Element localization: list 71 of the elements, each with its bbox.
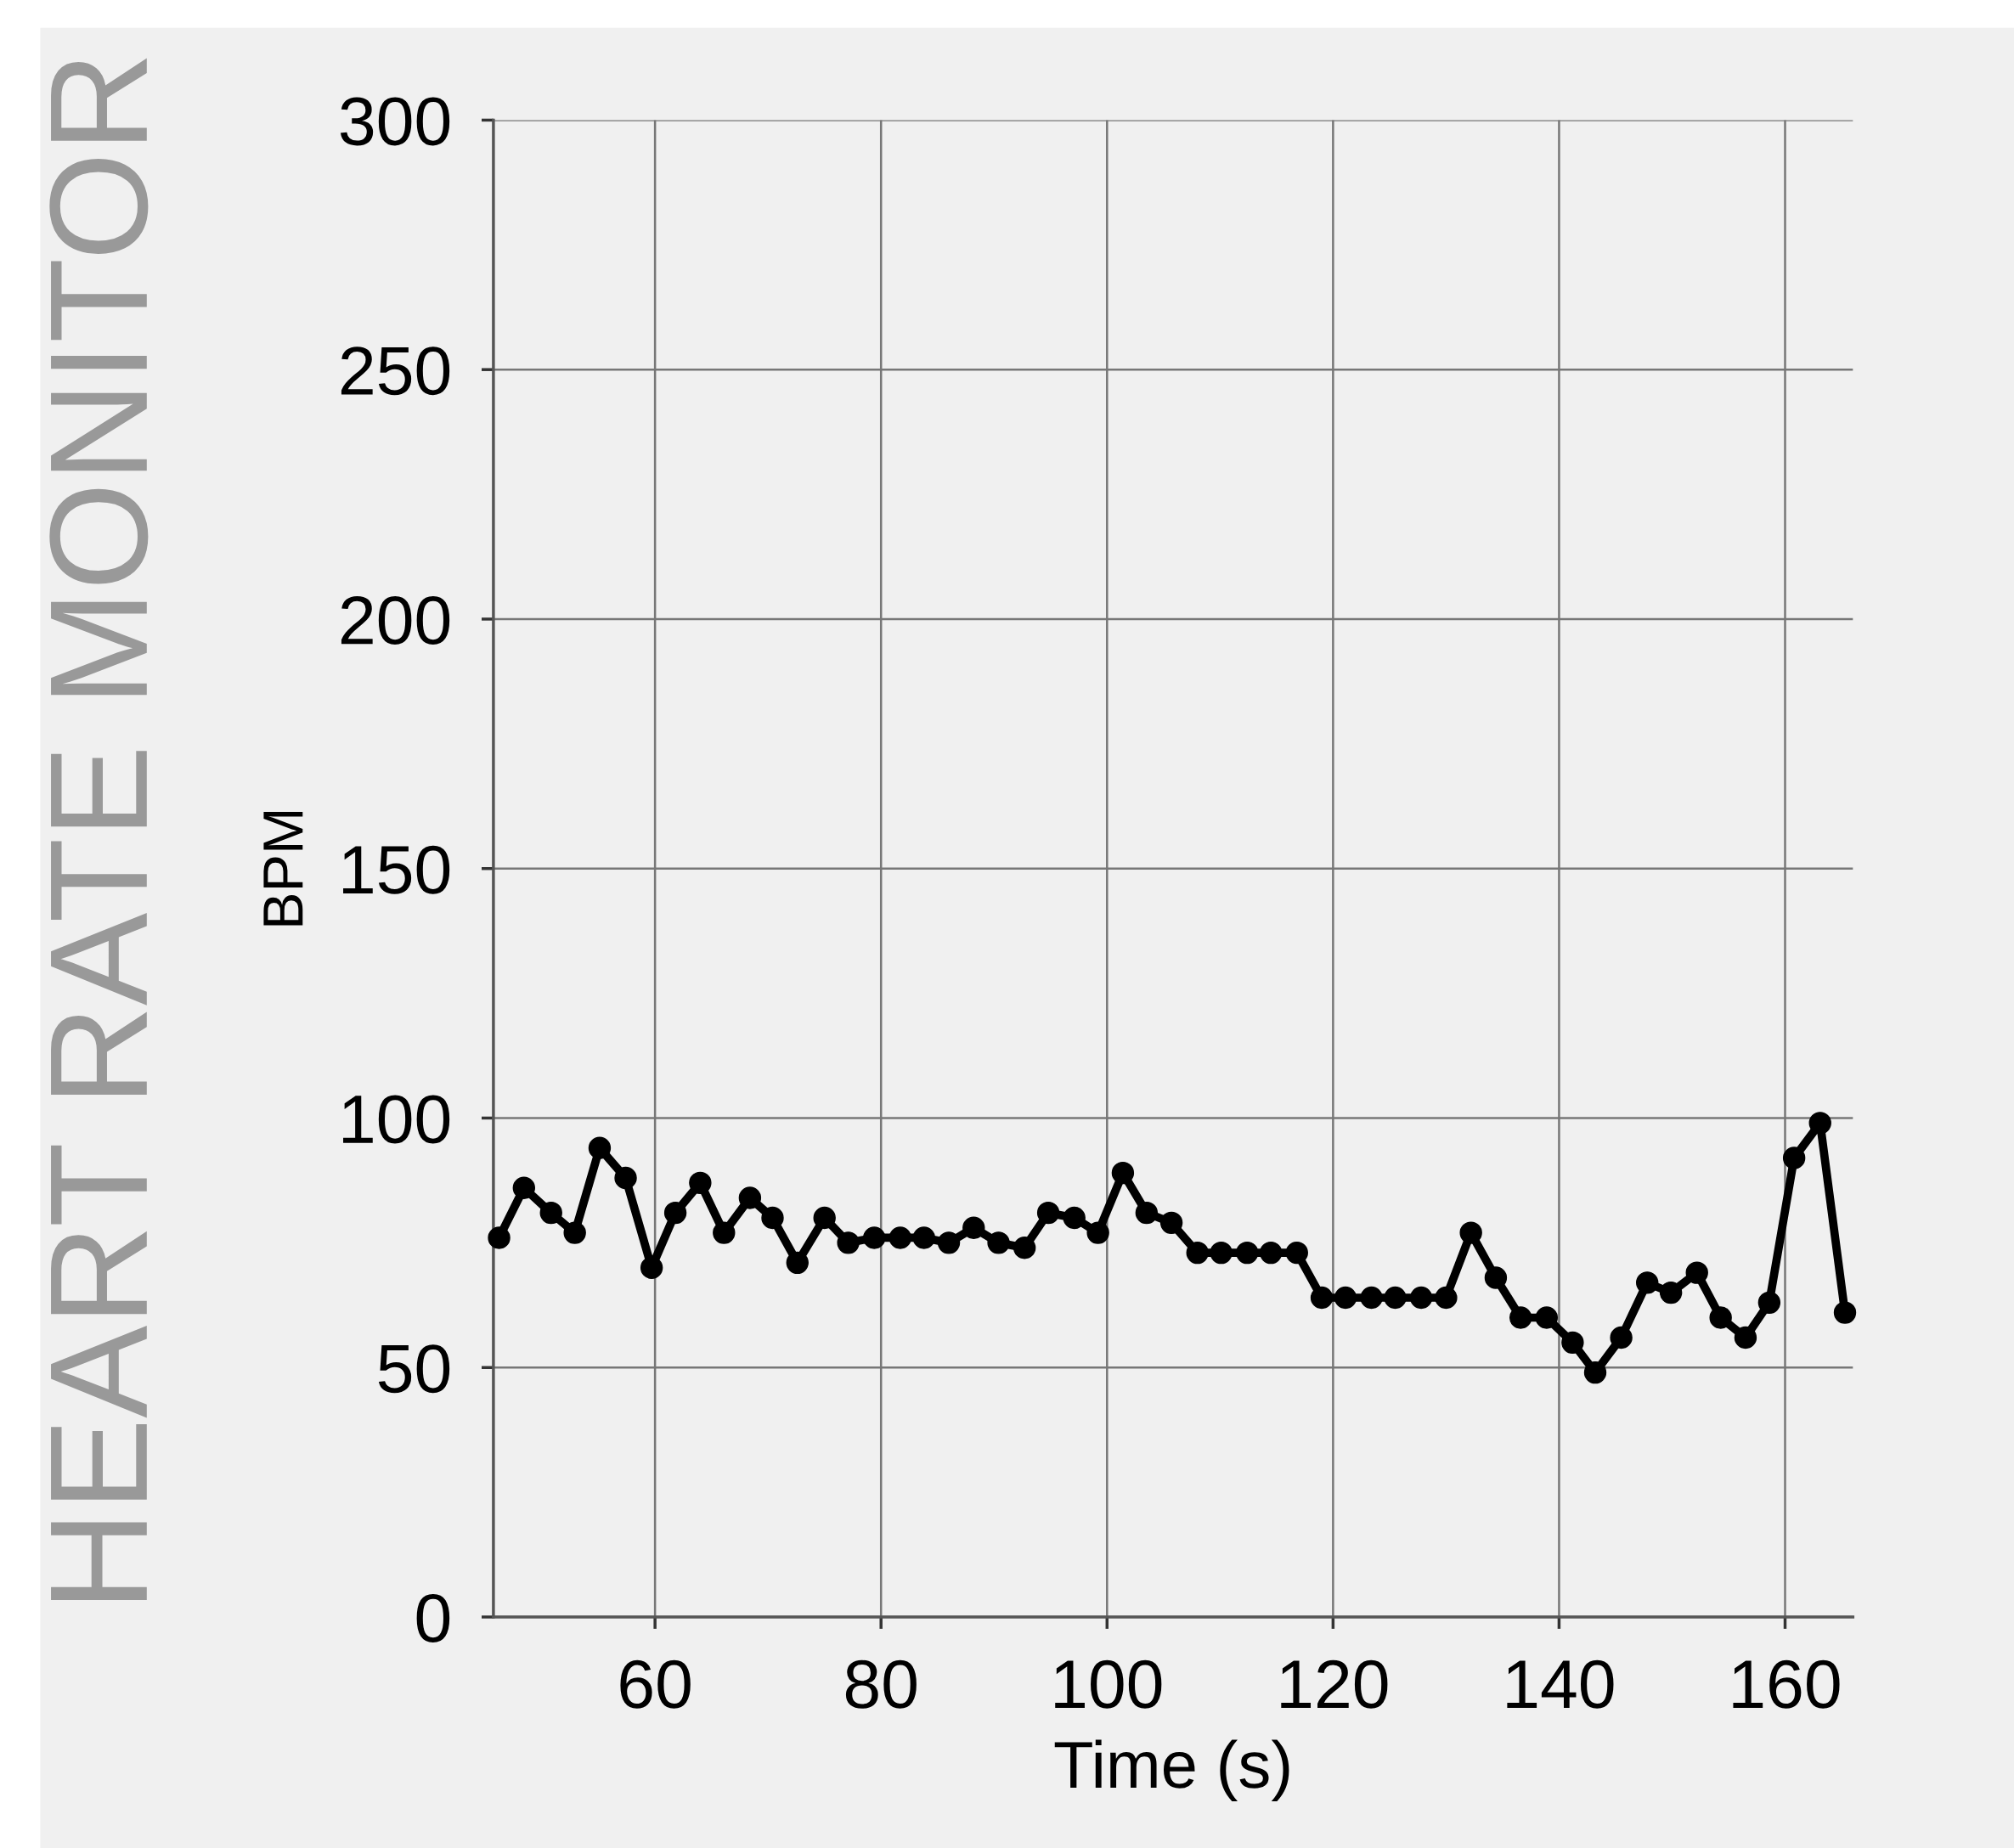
y-tick-label: 100 (343, 1095, 450, 1144)
y-tick-label: 150 (343, 845, 450, 894)
point (1063, 1206, 1086, 1230)
point (640, 1256, 663, 1279)
y-tick-label: 50 (378, 1344, 450, 1394)
point (837, 1231, 860, 1254)
point (1757, 1291, 1781, 1315)
y-tick-label: 200 (341, 595, 450, 645)
point (488, 1226, 511, 1249)
point (1384, 1286, 1407, 1310)
point (1334, 1286, 1357, 1310)
point (614, 1166, 637, 1190)
point (1734, 1326, 1757, 1349)
point (813, 1206, 836, 1230)
point (1484, 1266, 1508, 1289)
point (863, 1226, 886, 1249)
point (1186, 1241, 1209, 1265)
point (1159, 1211, 1183, 1235)
x-tick-label: 60 (620, 1659, 691, 1709)
point (937, 1231, 961, 1254)
point (912, 1226, 935, 1249)
point (1808, 1112, 1831, 1135)
point (1360, 1286, 1383, 1310)
point (761, 1206, 784, 1230)
y-tick-label: 300 (340, 97, 450, 146)
point (1135, 1201, 1159, 1225)
point (1459, 1221, 1482, 1244)
point (1561, 1331, 1584, 1355)
text: HEART RATE MONITOR (49, 58, 149, 1601)
x-tick-label: 140 (1507, 1659, 1614, 1709)
point (1833, 1301, 1857, 1324)
point (1285, 1241, 1308, 1265)
point (689, 1171, 712, 1195)
point (1236, 1241, 1259, 1265)
x-tick-label: 80 (845, 1659, 917, 1709)
y-tick-label: 0 (416, 1593, 450, 1642)
x-tick-label: 120 (1281, 1659, 1388, 1709)
point (1685, 1261, 1708, 1284)
point (1210, 1241, 1233, 1265)
point (962, 1216, 985, 1239)
x-tick-label: 100 (1055, 1659, 1162, 1709)
point (1310, 1286, 1334, 1310)
point (1782, 1147, 1806, 1169)
point (1435, 1286, 1458, 1310)
point (1013, 1237, 1036, 1259)
point (1259, 1241, 1283, 1265)
point (987, 1231, 1010, 1254)
point (1635, 1271, 1659, 1294)
point (1086, 1221, 1109, 1244)
point (1709, 1306, 1732, 1329)
point (539, 1201, 562, 1225)
point (512, 1176, 536, 1199)
point (1610, 1326, 1633, 1349)
point (738, 1186, 762, 1209)
point (889, 1226, 912, 1249)
point (1535, 1306, 1558, 1329)
point (663, 1201, 687, 1225)
point (588, 1136, 612, 1159)
point (1659, 1281, 1683, 1304)
y-tick-label: 250 (341, 346, 450, 396)
point (1409, 1286, 1433, 1310)
y-axis-title: BPM (263, 811, 303, 926)
point (1036, 1201, 1060, 1225)
point (786, 1251, 809, 1275)
x-tick-label: 160 (1733, 1659, 1840, 1709)
point (1111, 1161, 1135, 1185)
x-axis-title: Time (s) (1054, 1739, 1289, 1801)
point (713, 1221, 736, 1244)
point (1509, 1306, 1532, 1329)
point (1583, 1361, 1607, 1384)
point (563, 1221, 586, 1244)
